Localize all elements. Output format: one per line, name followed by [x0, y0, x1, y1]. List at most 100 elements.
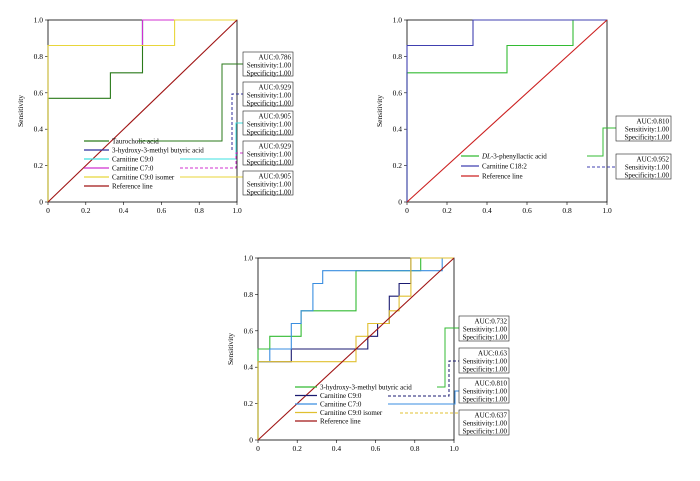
roc-curve-carnitine-c18-2 [406, 19, 607, 202]
annotation-box [458, 315, 510, 342]
annotation-text: Sensitivity:1.00 [625, 126, 670, 134]
legend-label: 3-hydroxy-3-methyl butyric acid [112, 147, 204, 155]
annotation-text: Specificity:1.00 [462, 334, 507, 342]
annotation-text: Specificity:1.00 [246, 100, 291, 108]
y-tick-label: 0.8 [34, 52, 44, 61]
annotation-connector [180, 122, 243, 160]
y-tick-label: 0.8 [244, 290, 254, 299]
annotation-text: Specificity:1.00 [462, 428, 507, 436]
annotation-text: AUC:0.637 [475, 412, 508, 420]
x-tick-label: 0.2 [81, 206, 91, 215]
y-tick-label: 0.4 [34, 125, 44, 134]
annotation-connector [388, 390, 459, 405]
legend-label: Taurocholic acid [112, 138, 159, 146]
y-axis-label: Sensitivity [226, 333, 235, 365]
annotation-text: Specificity:1.00 [624, 134, 669, 142]
x-tick-label: 0.8 [410, 444, 420, 453]
y-tick-label: 0.6 [393, 88, 403, 97]
annotation-text: Specificity:1.00 [624, 172, 669, 180]
legend-label: Carnitine C7:0 [320, 401, 362, 409]
legend-label: Reference line [482, 173, 523, 181]
annotation-box [242, 51, 294, 77]
legend-label: Carnitine C9:0 [112, 156, 154, 164]
legend-label: Reference line [112, 183, 153, 191]
annotation-connector [180, 152, 243, 169]
y-tick-label: 0.4 [393, 125, 403, 134]
annotation-text: Specificity:1.00 [246, 159, 291, 167]
x-tick-label: 0.4 [119, 206, 129, 215]
roc-curve-carnitine-c9-0-isomer [257, 257, 454, 440]
annotation-box [458, 347, 510, 374]
annotation-box [242, 170, 294, 196]
annotation-text: Sensitivity:1.00 [247, 151, 292, 159]
y-tick-label: 0.2 [34, 161, 44, 170]
y-tick-label: 1.0 [34, 16, 44, 25]
x-tick-label: 1.0 [449, 444, 459, 453]
annotation-text: Sensitivity:1.00 [463, 420, 508, 428]
annotation-connector [138, 63, 243, 142]
annotation-text: Specificity:1.00 [246, 129, 291, 137]
y-tick-label: 0.6 [34, 88, 44, 97]
annotation-box [242, 81, 294, 107]
legend-label: Carnitine C9:0 [320, 392, 362, 400]
x-tick-label: 1.0 [602, 206, 612, 215]
annotation-text: Specificity:1.00 [246, 189, 291, 197]
annotation-text: AUC:0.905 [259, 113, 292, 121]
y-tick-label: 0.8 [393, 52, 403, 61]
legend-label: Reference line [320, 418, 361, 426]
x-tick-label: 0 [256, 444, 260, 453]
roc-chart-3: 0 0.2 0.4 0.6 0.8 1.0 0 0.2 0.4 0.6 0.8 1.0 Sensitiv… [226, 254, 510, 453]
annotation-box [458, 377, 510, 404]
annotation-text: AUC:0.786 [259, 54, 292, 62]
legend-label: Carnitine C9:0 isomer [112, 174, 175, 182]
annotation-text: Sensitivity:1.00 [463, 326, 508, 334]
y-tick-label: 0.2 [393, 161, 403, 170]
annotation-text: Sensitivity:1.00 [625, 164, 670, 172]
x-tick-label: 0.6 [157, 206, 167, 215]
x-tick-label: 0.4 [482, 206, 492, 215]
annotation-text: Specificity:1.00 [462, 366, 507, 374]
roc-chart-1: 0 0.2 0.4 0.6 0.8 1.0 0 0.2 0.4 0.6 0.8 1.0 Sensitiv… [16, 16, 294, 215]
annotation-box [242, 140, 294, 166]
y-tick-label: 0.2 [244, 399, 254, 408]
roc-curve-carnitine-c7-0 [257, 257, 454, 440]
y-axis-label: Sensitivity [16, 95, 25, 127]
annotation-box [458, 409, 510, 436]
annotation-text: Specificity:1.00 [462, 396, 507, 404]
legend-label: 3-hydroxy-3-methyl butyric acid [320, 384, 412, 392]
annotation-text: AUC:0.952 [637, 156, 670, 164]
annotation-text: AUC:0.732 [475, 318, 508, 326]
x-tick-label: 0.8 [195, 206, 205, 215]
roc-curve-reference-line [257, 257, 455, 441]
annotation-text: AUC:0.810 [475, 380, 508, 388]
annotation-text: Sensitivity:1.00 [247, 62, 292, 70]
x-tick-label: 0.4 [332, 444, 342, 453]
x-tick-label: 0.8 [562, 206, 572, 215]
x-tick-label: 0.2 [293, 444, 303, 453]
annotation-connector [587, 127, 616, 157]
annotation-box [615, 153, 672, 180]
y-tick-label: 0 [249, 436, 253, 445]
x-tick-label: 0.2 [442, 206, 452, 215]
annotation-box [615, 115, 672, 142]
annotation-text: Sensitivity:1.00 [247, 181, 292, 189]
legend-label: Carnitine C18:2 [482, 163, 527, 171]
annotation-text: AUC:0.63 [478, 350, 507, 358]
y-tick-label: 1.0 [244, 254, 254, 263]
legend-label: Carnitine C9:0 isomer [320, 409, 383, 417]
x-tick-label: 0 [405, 206, 409, 215]
roc-curve-reference-line [406, 19, 608, 203]
x-tick-label: 0.6 [371, 444, 381, 453]
y-tick-label: 1.0 [393, 16, 403, 25]
y-tick-label: 0 [398, 198, 402, 207]
legend-label: DL-3-phenyllactic acid [481, 153, 547, 161]
legend-label: Carnitine C7:0 [112, 165, 154, 173]
annotation-text: Sensitivity:1.00 [463, 388, 508, 396]
annotation-connector [231, 93, 243, 150]
y-tick-label: 0.4 [244, 363, 254, 372]
annotation-text: Sensitivity:1.00 [247, 121, 292, 129]
annotation-text: Sensitivity:1.00 [463, 358, 508, 366]
annotation-text: AUC:0.929 [259, 84, 292, 92]
x-tick-label: 1.0 [232, 206, 242, 215]
